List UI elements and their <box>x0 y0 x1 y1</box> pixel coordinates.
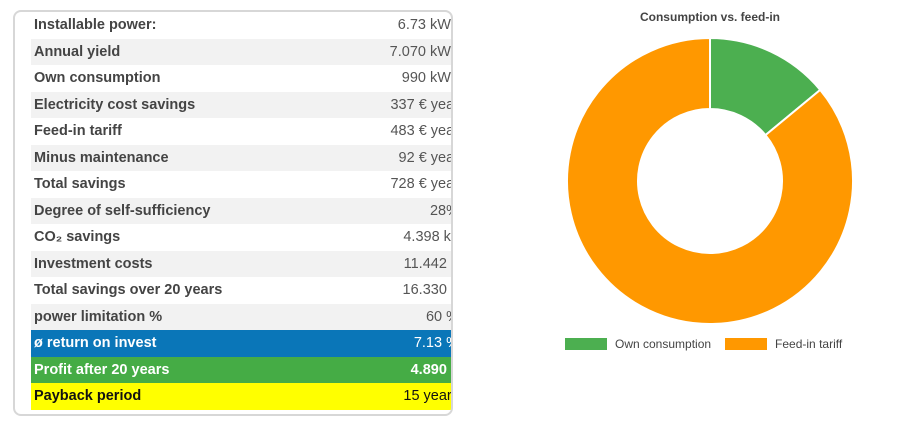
row-label: power limitation % <box>34 308 163 325</box>
table-row: Degree of self-sufficiency 28% <box>31 197 451 224</box>
row-value: 15 years <box>403 388 452 405</box>
legend-item-own-consumption[interactable]: Own consumption <box>565 337 711 351</box>
results-table: Installable power: 6.73 kWp Annual yield 7… <box>31 12 453 410</box>
row-value: 728 € year <box>390 176 453 193</box>
row-value: 92 € year <box>398 149 453 166</box>
row-value: 483 € year <box>390 123 453 140</box>
row-label: Degree of self-sufficiency <box>34 202 211 219</box>
row-label: ø return on invest <box>34 335 157 352</box>
payback-row: Payback period 15 years <box>31 383 452 410</box>
row-label: Minus maintenance <box>34 149 169 166</box>
row-value: 16.330 € <box>402 282 451 299</box>
row-value: 60 % <box>425 308 451 325</box>
table-row: Investment costs 11.442 € <box>31 250 451 277</box>
row-value: 6.73 kWp <box>397 17 453 34</box>
row-value: 990 kWh <box>401 70 451 87</box>
donut-chart: Consumption vs. feed-in Own consumption … <box>545 0 885 380</box>
table-row: Installable power: 6.73 kWp <box>31 12 453 39</box>
table-row: CO₂ savings 4.398 kg <box>31 224 451 251</box>
row-value: 7.070 kWh <box>389 43 453 60</box>
row-value: 4.890 € <box>410 361 451 378</box>
row-label: Annual yield <box>34 43 121 60</box>
row-label: Installable power: <box>34 17 157 34</box>
chart-legend: Own consumption Feed-in tariff <box>565 337 842 351</box>
results-table-card: Installable power: 6.73 kWp Annual yield 7… <box>13 10 453 416</box>
row-label: Feed-in tariff <box>34 123 122 140</box>
legend-label: Own consumption <box>615 337 712 351</box>
row-label: Investment costs <box>34 255 153 272</box>
row-label: Own consumption <box>34 70 161 87</box>
legend-swatch <box>725 338 768 350</box>
row-label: Electricity cost savings <box>34 96 196 113</box>
row-label: CO₂ savings <box>34 229 121 246</box>
table-row: power limitation % 60 % <box>31 303 451 330</box>
row-label: Profit after 20 years <box>34 361 170 378</box>
table-row: Minus maintenance 92 € year <box>31 144 453 171</box>
slice-feed-in[interactable] <box>566 36 854 325</box>
row-label: Payback period <box>34 388 142 405</box>
row-value: 28% <box>429 202 451 219</box>
row-value: 11.442 € <box>403 255 451 272</box>
table-row: Annual yield 7.070 kWh <box>31 38 453 65</box>
profit-row: Profit after 20 years 4.890 € <box>31 356 451 383</box>
table-row: Total savings over 20 years 16.330 € <box>31 277 451 304</box>
legend-swatch <box>565 338 607 350</box>
row-label: Total savings over 20 years <box>34 282 223 299</box>
table-row: Own consumption 990 kWh <box>31 65 451 92</box>
row-label: Total savings <box>34 176 126 193</box>
chart-title: Consumption vs. feed-in <box>639 10 780 24</box>
table-row: Electricity cost savings 337 € year <box>31 91 453 118</box>
row-value: 337 € year <box>390 96 453 113</box>
table-row: Feed-in tariff 483 € year <box>31 118 453 145</box>
legend-label: Feed-in tariff <box>775 337 843 351</box>
row-value: 7.13 % <box>413 335 451 352</box>
table-row: Total savings 728 € year <box>31 171 453 198</box>
legend-item-feed-in[interactable]: Feed-in tariff <box>725 337 842 351</box>
donut-svg <box>566 36 854 325</box>
row-value: 4.398 kg <box>403 229 451 246</box>
return-on-invest-row: ø return on invest 7.13 % <box>31 330 451 357</box>
